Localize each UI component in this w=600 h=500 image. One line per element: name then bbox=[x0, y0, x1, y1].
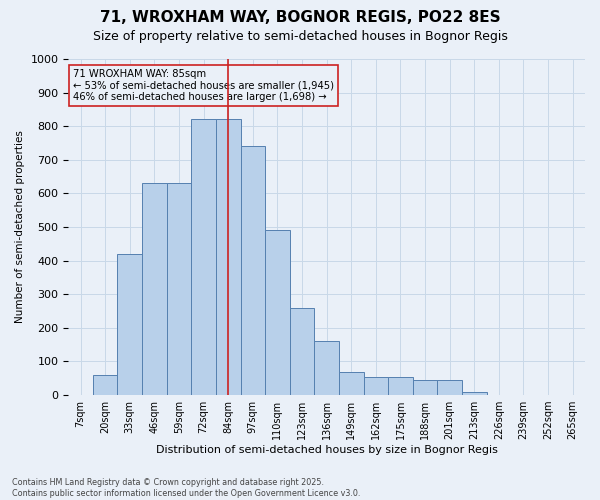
Bar bbox=[314, 342, 339, 395]
Bar bbox=[142, 184, 167, 395]
Bar bbox=[167, 184, 191, 395]
Bar bbox=[265, 230, 290, 395]
Bar bbox=[191, 120, 216, 395]
Bar bbox=[462, 392, 487, 395]
Bar bbox=[364, 376, 388, 395]
Bar bbox=[413, 380, 437, 395]
Text: 71, WROXHAM WAY, BOGNOR REGIS, PO22 8ES: 71, WROXHAM WAY, BOGNOR REGIS, PO22 8ES bbox=[100, 10, 500, 25]
Bar bbox=[216, 120, 241, 395]
Bar bbox=[388, 376, 413, 395]
Bar bbox=[437, 380, 462, 395]
Text: 71 WROXHAM WAY: 85sqm
← 53% of semi-detached houses are smaller (1,945)
46% of s: 71 WROXHAM WAY: 85sqm ← 53% of semi-deta… bbox=[73, 69, 334, 102]
Bar bbox=[118, 254, 142, 395]
Text: Size of property relative to semi-detached houses in Bognor Regis: Size of property relative to semi-detach… bbox=[92, 30, 508, 43]
Text: Contains HM Land Registry data © Crown copyright and database right 2025.
Contai: Contains HM Land Registry data © Crown c… bbox=[12, 478, 361, 498]
X-axis label: Distribution of semi-detached houses by size in Bognor Regis: Distribution of semi-detached houses by … bbox=[156, 445, 497, 455]
Y-axis label: Number of semi-detached properties: Number of semi-detached properties bbox=[15, 130, 25, 324]
Bar bbox=[290, 308, 314, 395]
Bar bbox=[339, 372, 364, 395]
Bar bbox=[241, 146, 265, 395]
Bar bbox=[93, 375, 118, 395]
